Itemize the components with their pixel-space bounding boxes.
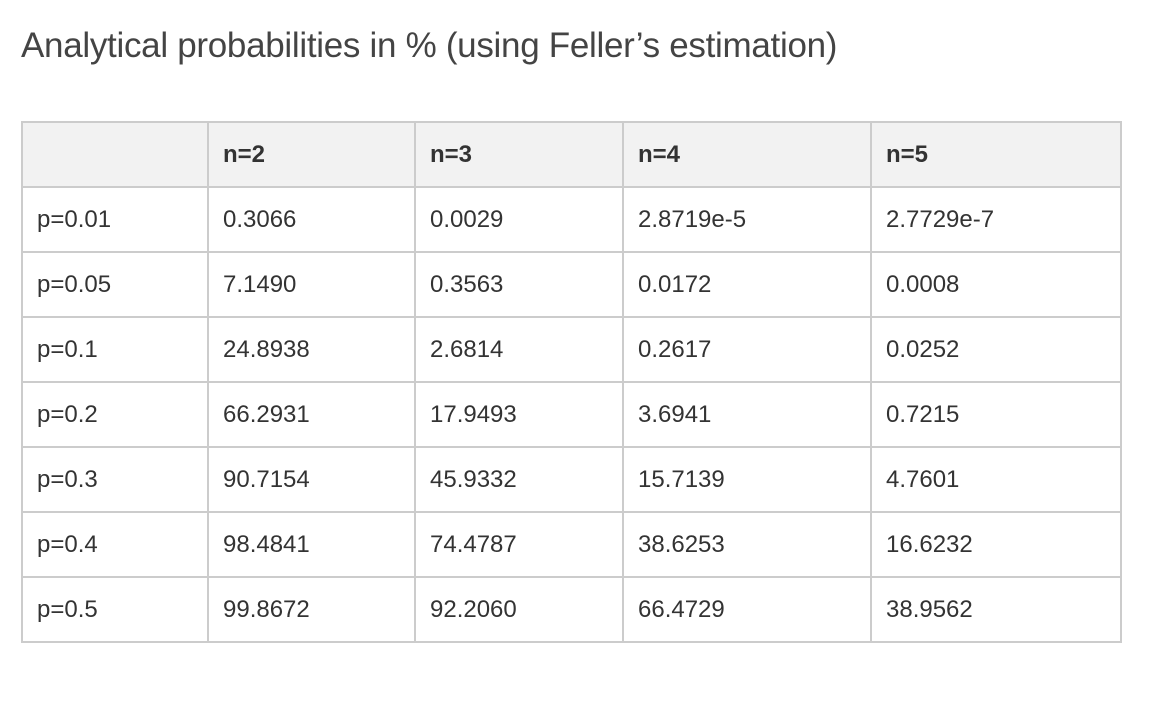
table-cell: 4.7601 (870, 446, 1122, 513)
table-cell: 38.6253 (622, 511, 872, 578)
table-cell: 0.0252 (870, 316, 1122, 383)
table-cell: 0.7215 (870, 381, 1122, 448)
table-cell: 24.8938 (207, 316, 416, 383)
table-cell: 98.4841 (207, 511, 416, 578)
table-cell: 0.3066 (207, 186, 416, 253)
table-cell: 0.3563 (414, 251, 624, 318)
table-cell: 74.4787 (414, 511, 624, 578)
table-row: p=0.1 24.8938 2.6814 0.2617 0.0252 (21, 316, 1122, 383)
table-cell: 92.2060 (414, 576, 624, 643)
probability-table: n=2 n=3 n=4 n=5 p=0.01 0.3066 0.0029 2.8… (21, 121, 1122, 643)
table-row: p=0.2 66.2931 17.9493 3.6941 0.7215 (21, 381, 1122, 448)
table-cell: 66.4729 (622, 576, 872, 643)
table-row: p=0.4 98.4841 74.4787 38.6253 16.6232 (21, 511, 1122, 578)
table-header: n=2 n=3 n=4 n=5 (21, 121, 1122, 188)
row-label-cell: p=0.4 (21, 511, 209, 578)
table-cell: 17.9493 (414, 381, 624, 448)
table-cell: 0.0008 (870, 251, 1122, 318)
table-row: p=0.5 99.8672 92.2060 66.4729 38.9562 (21, 576, 1122, 643)
table-cell: 66.2931 (207, 381, 416, 448)
header-row: n=2 n=3 n=4 n=5 (21, 121, 1122, 188)
header-cell-n4: n=4 (622, 121, 872, 188)
table-cell: 0.0172 (622, 251, 872, 318)
table-cell: 90.7154 (207, 446, 416, 513)
header-cell-n5: n=5 (870, 121, 1122, 188)
table-cell: 3.6941 (622, 381, 872, 448)
page-title: Analytical probabilities in % (using Fel… (21, 26, 838, 65)
table-cell: 15.7139 (622, 446, 872, 513)
table-cell: 2.7729e-7 (870, 186, 1122, 253)
row-label-cell: p=0.5 (21, 576, 209, 643)
table-row: p=0.01 0.3066 0.0029 2.8719e-5 2.7729e-7 (21, 186, 1122, 253)
row-label-cell: p=0.05 (21, 251, 209, 318)
header-cell-n2: n=2 (207, 121, 416, 188)
table-cell: 45.9332 (414, 446, 624, 513)
row-label-cell: p=0.1 (21, 316, 209, 383)
table-cell: 16.6232 (870, 511, 1122, 578)
row-label-cell: p=0.2 (21, 381, 209, 448)
table-cell: 38.9562 (870, 576, 1122, 643)
table-cell: 0.0029 (414, 186, 624, 253)
row-label-cell: p=0.01 (21, 186, 209, 253)
table-cell: 2.6814 (414, 316, 624, 383)
header-cell-n3: n=3 (414, 121, 624, 188)
table-cell: 99.8672 (207, 576, 416, 643)
header-corner-cell (21, 121, 209, 188)
table-cell: 0.2617 (622, 316, 872, 383)
table-row: p=0.05 7.1490 0.3563 0.0172 0.0008 (21, 251, 1122, 318)
table-cell: 7.1490 (207, 251, 416, 318)
table-cell: 2.8719e-5 (622, 186, 872, 253)
table-row: p=0.3 90.7154 45.9332 15.7139 4.7601 (21, 446, 1122, 513)
row-label-cell: p=0.3 (21, 446, 209, 513)
table-body: p=0.01 0.3066 0.0029 2.8719e-5 2.7729e-7… (21, 186, 1122, 643)
